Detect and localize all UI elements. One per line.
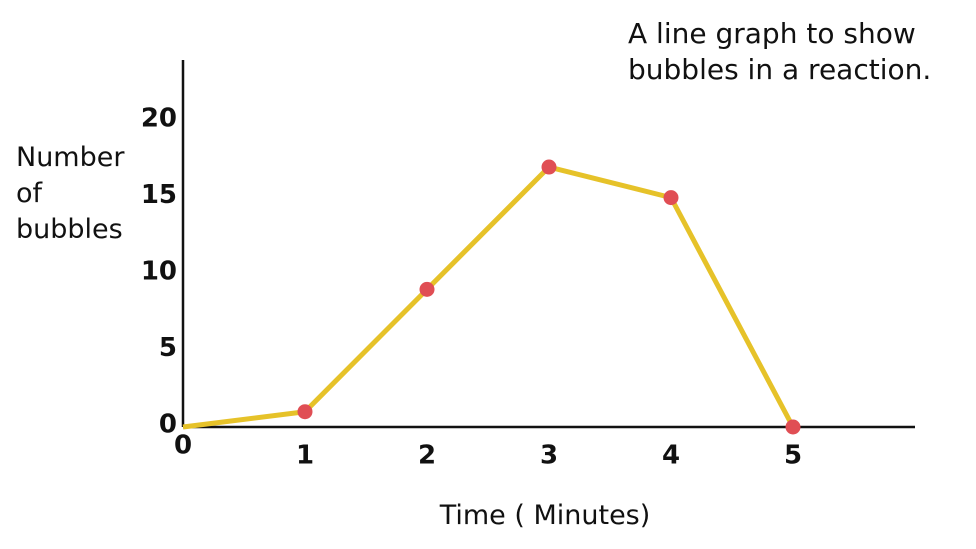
x-tick-label: 1: [296, 441, 314, 471]
data-point: [297, 404, 313, 420]
x-axis-label: Time ( Minutes): [439, 500, 651, 531]
y-tick-label: 10: [141, 257, 177, 287]
data-line: [182, 164, 796, 430]
y-tick-label: 15: [141, 180, 177, 210]
x-tick-label: 0: [174, 431, 192, 461]
chart-title: A line graph to show bubbles in a reacti…: [628, 17, 932, 86]
x-tick-label: 4: [662, 441, 680, 471]
data-point: [419, 281, 435, 297]
x-tick-label: 3: [540, 441, 558, 471]
data-point: [785, 419, 801, 435]
x-tick-label: 2: [418, 441, 436, 471]
y-tick-label: 0: [159, 410, 177, 440]
y-tick-label: 20: [141, 104, 177, 134]
y-tick-label: 5: [159, 333, 177, 363]
y-axis-label: Number of bubbles: [16, 142, 125, 245]
data-point: [541, 159, 557, 175]
data-point: [663, 190, 679, 206]
x-tick-label: 5: [784, 441, 802, 471]
